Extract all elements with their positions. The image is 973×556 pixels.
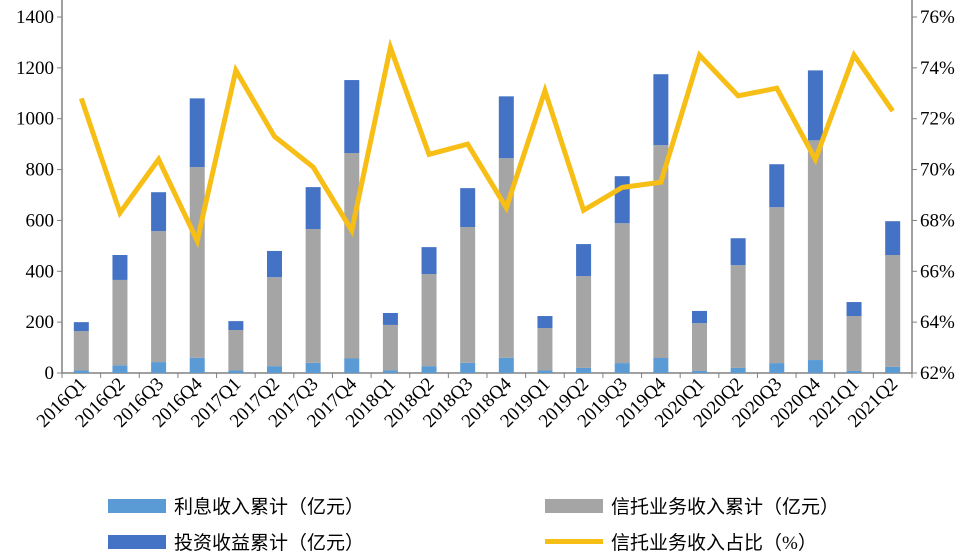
bar-interest xyxy=(653,357,669,373)
bar-investment xyxy=(305,187,321,230)
bar-trust xyxy=(189,167,205,358)
bar-trust xyxy=(846,316,862,371)
legend-swatch-investment xyxy=(108,534,166,549)
bar-interest xyxy=(151,362,167,373)
bar-interest xyxy=(614,363,630,373)
bar-investment xyxy=(769,164,785,208)
bar-interest xyxy=(112,365,128,373)
bar-interest xyxy=(421,366,437,373)
y-right-tick-label: 64% xyxy=(920,312,955,333)
bar-trust xyxy=(151,231,167,363)
bar-investment xyxy=(846,302,862,317)
bar-interest xyxy=(305,362,321,373)
bar-trust xyxy=(537,327,553,371)
y-left-tick-label: 400 xyxy=(26,261,55,282)
legend-label: 利息收入累计（亿元） xyxy=(174,497,365,518)
bar-investment xyxy=(382,312,398,325)
bar-investment xyxy=(112,255,128,280)
bar-investment xyxy=(267,250,282,278)
y-right-tick-label: 72% xyxy=(920,109,955,130)
bar-trust xyxy=(653,145,669,358)
bar-interest xyxy=(382,370,398,373)
legend-item-investment: 投资收益累计（亿元） xyxy=(108,528,364,555)
y-left-tick-label: 800 xyxy=(26,160,55,181)
bar-trust xyxy=(421,274,437,367)
bar-investment xyxy=(498,96,514,159)
bar-trust xyxy=(267,277,282,367)
legend-label: 信托业务收入累计（亿元） xyxy=(611,497,840,518)
bar-investment xyxy=(421,247,437,275)
bar-interest xyxy=(692,370,707,373)
bar-trust xyxy=(576,276,592,368)
y-right-tick-label: 74% xyxy=(920,58,955,79)
bar-investment xyxy=(807,70,823,141)
bar-interest xyxy=(846,370,862,373)
y-left-tick-label: 0 xyxy=(45,363,55,384)
bar-trust xyxy=(885,255,901,367)
bar-investment xyxy=(344,80,360,154)
legend-label: 信托业务收入占比（%） xyxy=(611,533,817,554)
bar-interest xyxy=(228,370,244,373)
bar-investment xyxy=(653,74,669,146)
line-ratio xyxy=(78,38,895,249)
y-right-tick-label: 76% xyxy=(920,7,955,28)
legend-swatch-trust xyxy=(545,498,603,513)
y-right-tick-label: 68% xyxy=(920,210,955,231)
bar-trust xyxy=(730,265,746,368)
bar-trust xyxy=(73,331,89,371)
bar-interest xyxy=(73,370,89,373)
bar-investment xyxy=(73,322,89,332)
legend-item-ratio: 信托业务收入占比（%） xyxy=(545,528,817,555)
bar-investment xyxy=(614,176,630,224)
bar-interest xyxy=(537,370,553,373)
bar-interest xyxy=(885,366,901,373)
bar-investment xyxy=(576,244,592,277)
bar-interest xyxy=(730,367,746,373)
bar-investment xyxy=(151,192,167,232)
bar-trust xyxy=(112,279,128,366)
legend-item-interest: 利息收入累计（亿元） xyxy=(108,492,364,519)
bar-trust xyxy=(382,324,398,371)
y-right-tick-label: 66% xyxy=(920,261,955,282)
legend-item-trust: 信托业务收入累计（亿元） xyxy=(545,492,839,519)
bar-interest xyxy=(498,357,514,373)
bar-trust xyxy=(498,158,514,358)
bar-investment xyxy=(537,316,553,328)
bar-trust xyxy=(305,229,321,363)
bar-investment xyxy=(730,238,746,266)
bar-interest xyxy=(576,367,592,373)
bar-investment xyxy=(885,221,901,256)
y-left-tick-label: 1000 xyxy=(16,109,54,130)
bar-trust xyxy=(460,227,476,363)
bar-investment xyxy=(692,310,707,324)
bar-interest xyxy=(344,358,360,373)
bar-trust xyxy=(807,140,823,361)
bar-interest xyxy=(807,360,823,373)
bar-trust xyxy=(769,207,785,364)
bar-investment xyxy=(189,98,205,168)
bar-interest xyxy=(189,357,205,373)
y-left-tick-label: 1400 xyxy=(16,7,54,28)
bar-interest xyxy=(267,366,282,373)
bar-investment xyxy=(460,188,476,228)
legend-swatch-interest xyxy=(108,498,166,513)
y-left-tick-label: 1200 xyxy=(16,58,54,79)
legend-label: 投资收益累计（亿元） xyxy=(174,533,365,554)
bar-interest xyxy=(460,362,476,373)
bar-trust xyxy=(614,223,630,364)
bar-investment xyxy=(228,321,244,331)
bar-interest xyxy=(769,363,785,373)
bar-trust xyxy=(344,153,360,359)
y-right-tick-label: 62% xyxy=(920,363,955,384)
y-left-tick-label: 200 xyxy=(26,312,55,333)
y-left-tick-label: 600 xyxy=(26,210,55,231)
y-right-tick-label: 70% xyxy=(920,160,955,181)
legend-swatch-ratio xyxy=(545,539,603,544)
bar-trust xyxy=(692,323,707,371)
bar-trust xyxy=(228,330,244,371)
